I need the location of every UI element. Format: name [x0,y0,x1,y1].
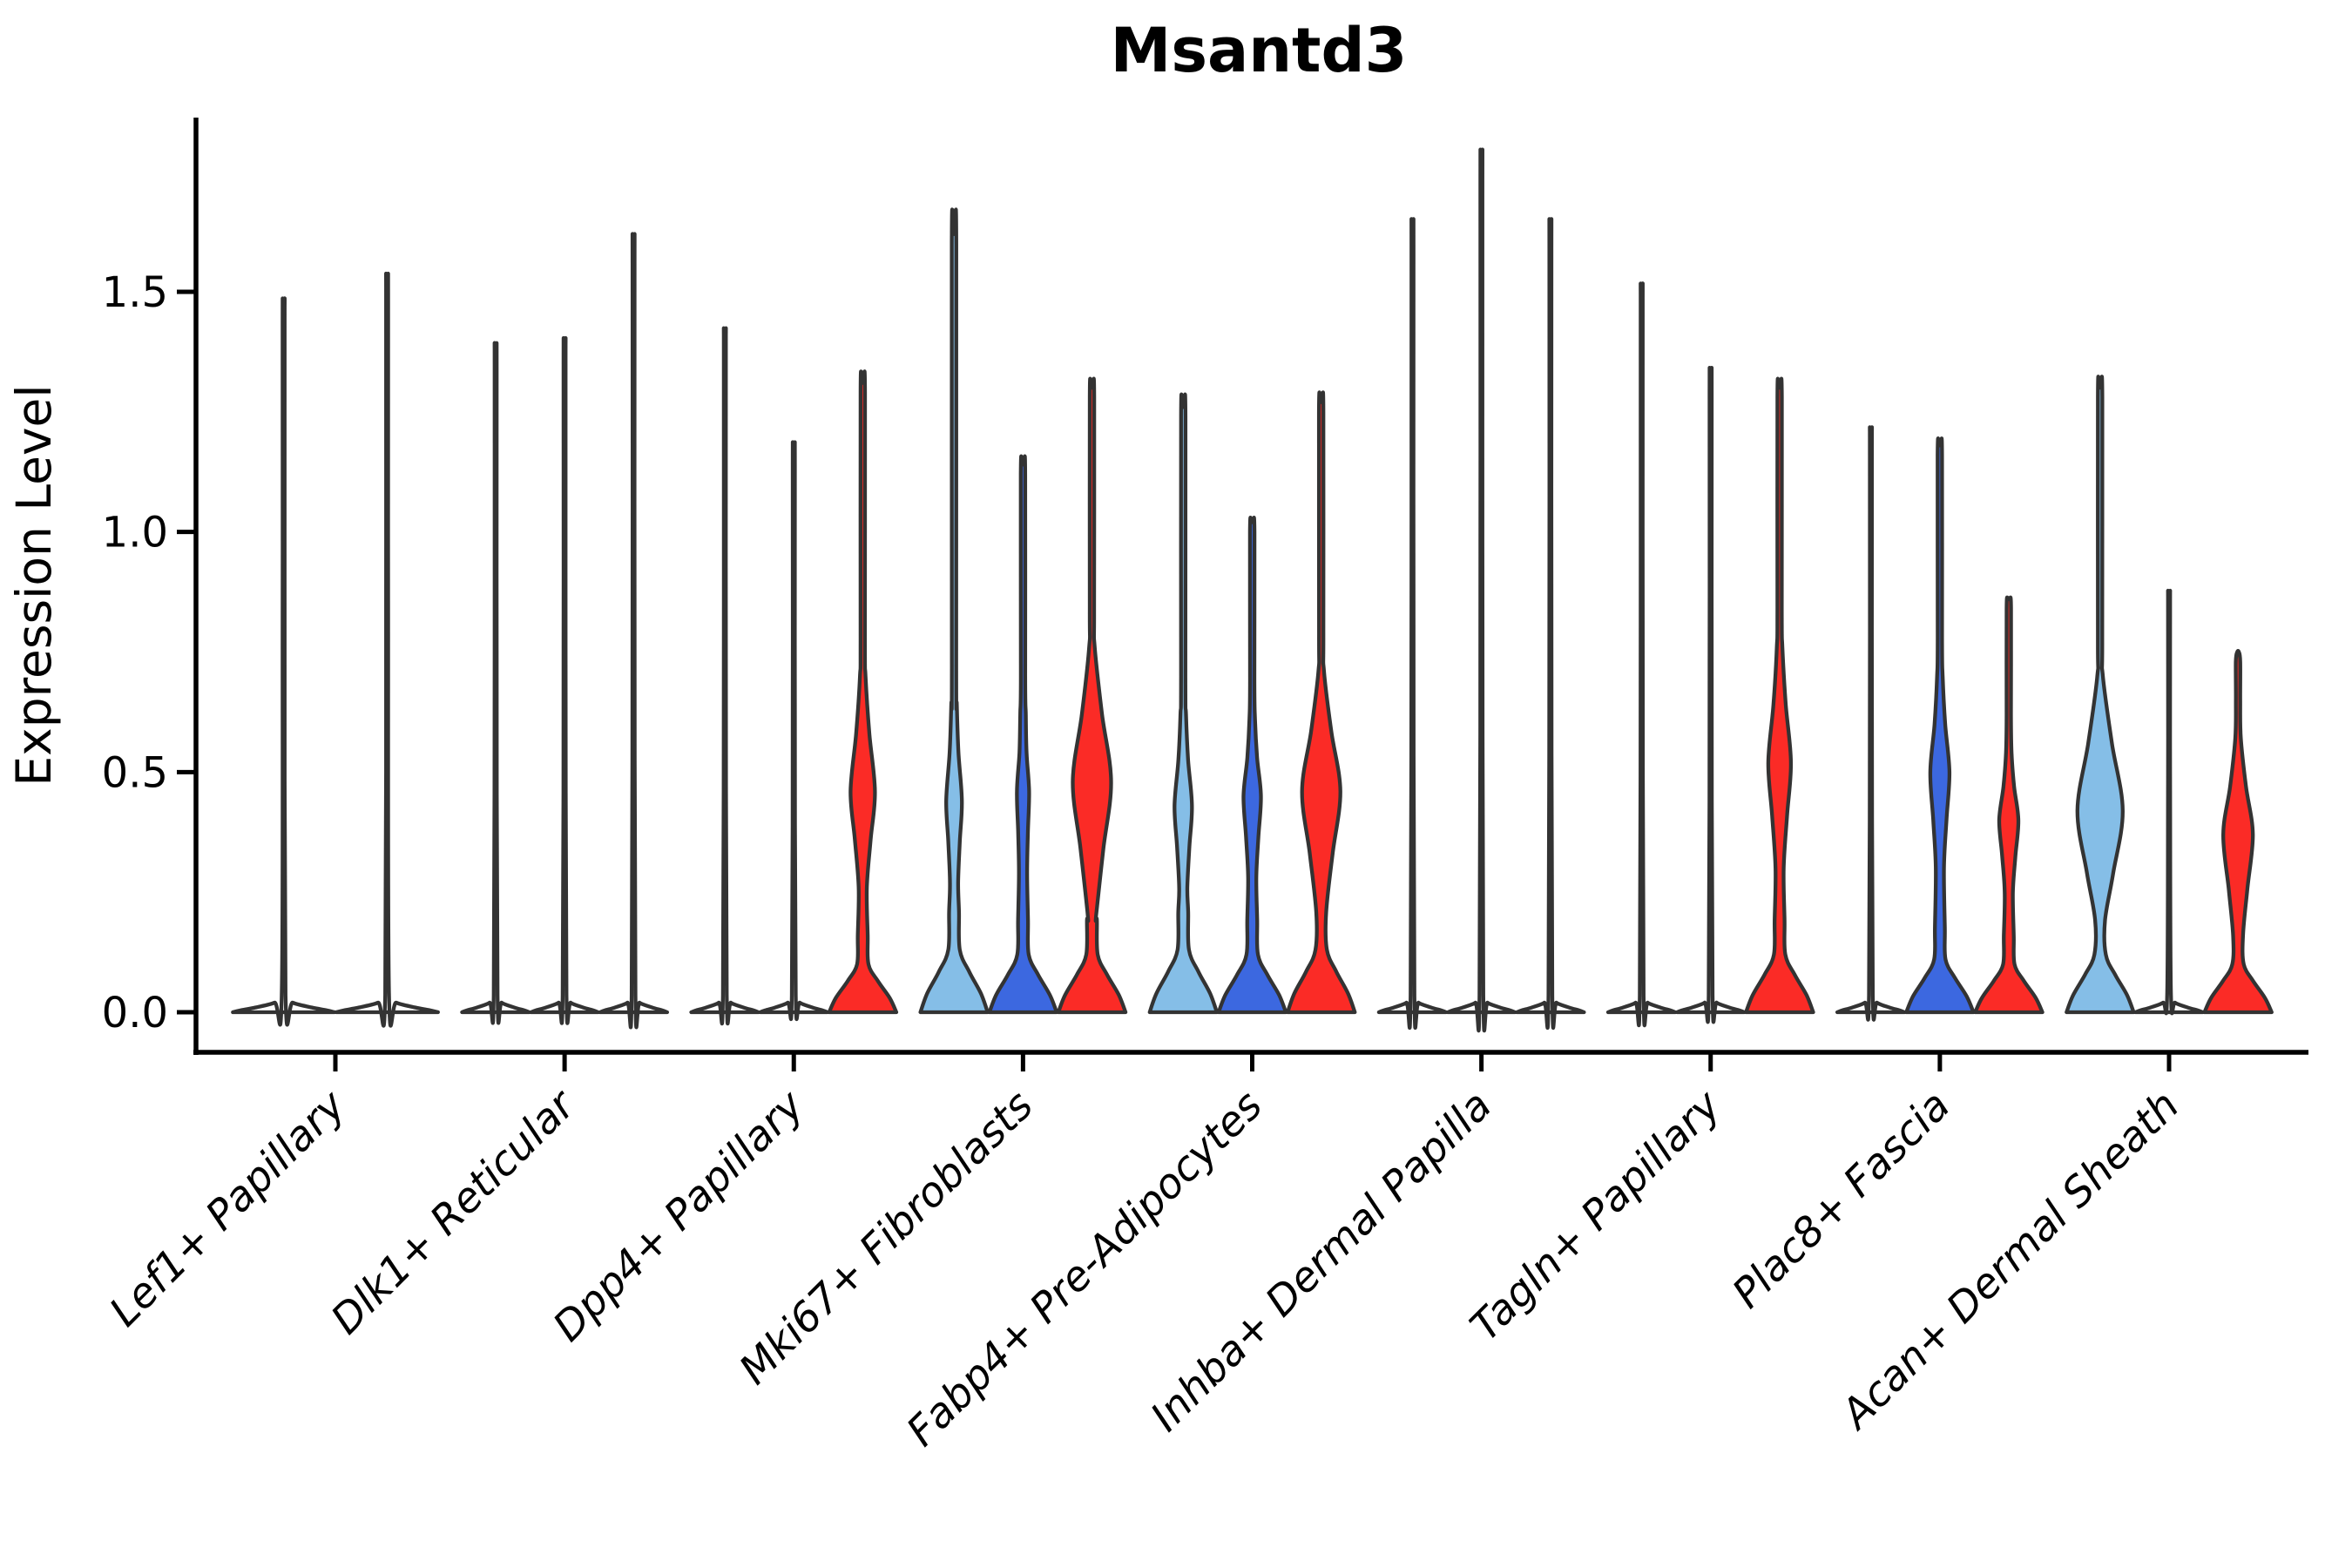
x-tick-label-2: Dpp4+ Papillary [544,1081,814,1351]
violin-5-0-plain [1376,217,1449,1030]
violin-8-1-plain [2133,589,2205,1016]
violin-3-0-skyblue [918,207,990,1015]
violin-8-2-red [2202,649,2274,1015]
y-tick-label-1.0: 1.0 [102,509,168,558]
violin-0-1-plain [334,272,440,1028]
violin-1-1-plain [529,336,600,1025]
violin-4-0-skyblue [1147,392,1220,1015]
violin-2-1-plain [758,440,829,1022]
y-axis-ticks: 0.0 0.5 1.0 1.5 [102,268,196,1037]
violin-4-1-blue [1216,516,1288,1015]
violin-6-1-plain [1675,366,1747,1024]
violin-3-2-red [1056,376,1128,1015]
x-tick-label-1: Dlk1+ Reticular [322,1080,586,1344]
violin-6-2-red [1744,376,1815,1015]
violin-3-1-blue [987,454,1059,1015]
violin-4-2-red [1285,390,1357,1015]
x-tick-label-6: Tagln+ Papillary [1461,1081,1731,1351]
violin-5-2-plain [1515,217,1586,1030]
chart-title: Msantd3 [1111,15,1408,86]
violin-5-1-plain [1445,147,1517,1033]
violins-layer [231,147,2274,1033]
violin-8-0-skyblue [2065,375,2136,1015]
violin-2-0-plain [689,326,760,1026]
y-axis-label: Expression Level [6,384,62,786]
violin-1-2-plain [598,232,670,1030]
violin-0-0-plain [231,296,337,1027]
y-tick-label-1.5: 1.5 [102,268,168,317]
x-tick-label-0: Lef1+ Papillary [100,1081,355,1336]
violin-1-0-plain [460,341,531,1025]
violin-7-0-plain [1835,425,1907,1022]
x-tick-label-7: Plac8+ Fascia [1723,1082,1959,1318]
y-tick-label-0.5: 0.5 [102,748,168,797]
violin-6-0-plain [1605,281,1678,1028]
violin-7-2-red [1973,595,2044,1015]
violin-7-1-blue [1904,436,1976,1015]
y-tick-label-0.0: 0.0 [102,989,168,1037]
violin-2-2-red [827,369,899,1015]
